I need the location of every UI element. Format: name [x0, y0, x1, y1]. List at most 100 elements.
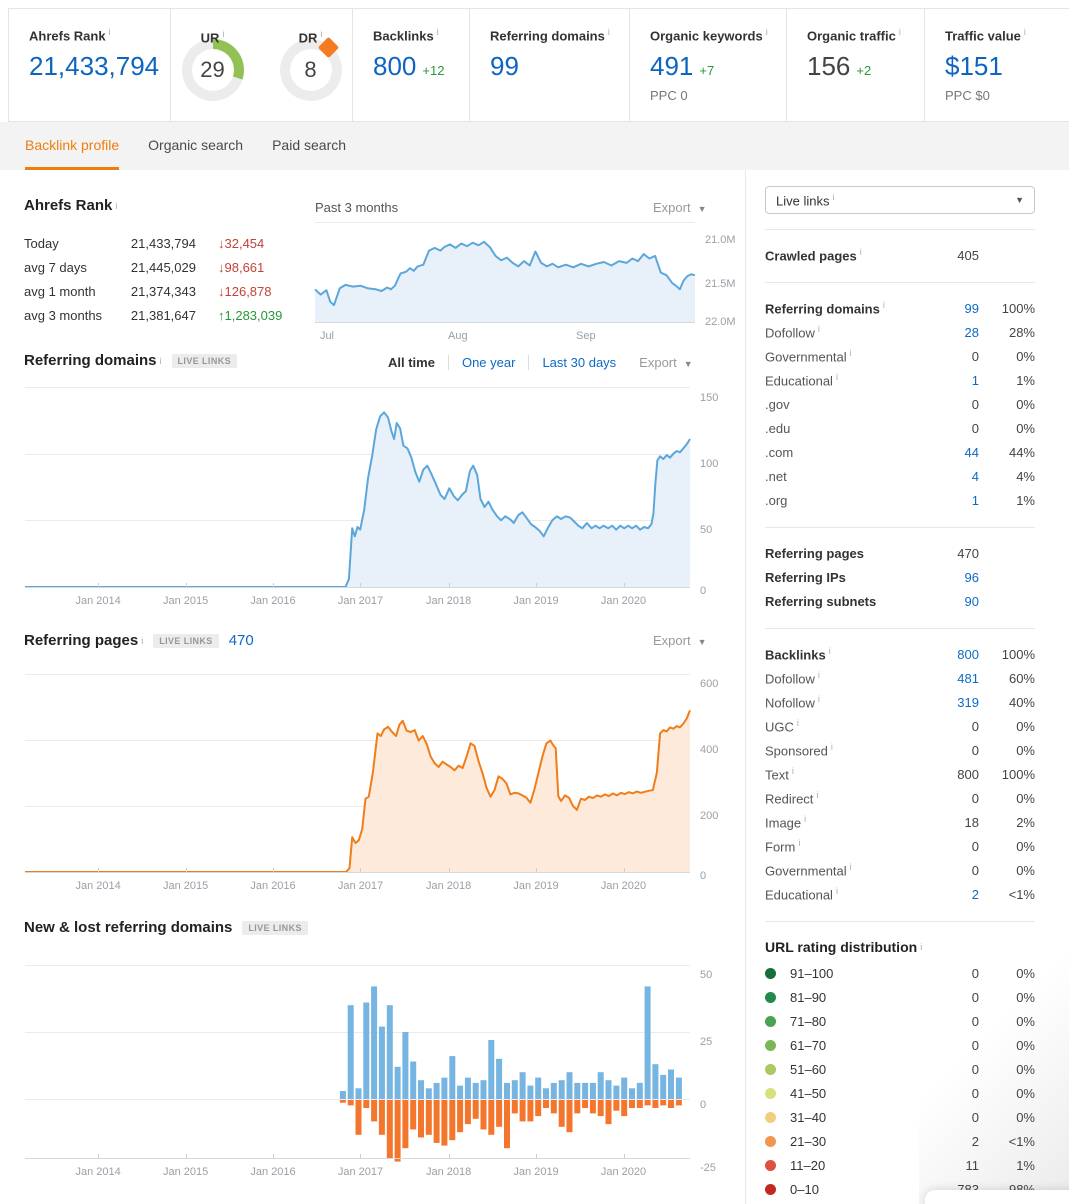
tab-backlink-profile[interactable]: Backlink profile [25, 122, 120, 170]
stat-value[interactable]: 319 [957, 694, 979, 710]
info-icon[interactable]: i [115, 200, 118, 211]
stat-card-organic-keywords: Organic keywords i 491 +7 PPC 0 [630, 9, 787, 121]
range-one-year[interactable]: One year [461, 355, 516, 370]
live-links-badge: LIVE LINKS [242, 920, 308, 935]
info-icon[interactable]: i [816, 789, 819, 800]
stat-value[interactable]: 4 [971, 468, 979, 484]
stat-value: 0 [971, 862, 979, 878]
info-icon[interactable]: i [320, 28, 323, 39]
info-icon[interactable]: i [898, 27, 901, 37]
info-icon[interactable]: i [436, 27, 439, 37]
rating-dot-icon [765, 967, 776, 979]
info-icon[interactable]: i [920, 942, 923, 952]
info-icon[interactable]: i [141, 635, 144, 646]
info-icon[interactable]: i [798, 837, 801, 848]
stat-value[interactable]: 99 [964, 300, 979, 316]
stat-value[interactable]: 2 [971, 886, 979, 902]
stat-value[interactable]: 90 [964, 593, 979, 609]
info-icon[interactable]: i [796, 717, 799, 728]
refdomains-export-button[interactable]: Export ▼ [639, 355, 693, 370]
sidebar-stat-row: Referring domains i 99 100% [765, 299, 1035, 317]
stat-value[interactable]: 1 [971, 372, 979, 388]
referring-domains-value[interactable]: 99 [490, 51, 519, 82]
stat-value[interactable]: 800 [957, 646, 979, 662]
stat-label: Organic traffic [807, 28, 896, 44]
url-rating-row: 41–50 0 0% [765, 1081, 1035, 1105]
live-links-filter-select[interactable]: Live links i ▼ [765, 186, 1035, 214]
sidebar-stat-row: Dofollow i 28 28% [765, 323, 1035, 341]
sidebar-stat-groups: Crawled pages i 405 Referring domains i 99 100… [765, 229, 1035, 906]
dr-label: DR [298, 30, 318, 46]
info-icon[interactable]: i [830, 741, 833, 752]
ur-value: 29 [200, 57, 225, 83]
backlinks-value[interactable]: 800 [373, 51, 417, 82]
range-last-30-days[interactable]: Last 30 days [542, 355, 617, 370]
stat-value[interactable]: 28 [964, 324, 979, 340]
info-icon[interactable]: i [108, 27, 111, 37]
info-icon[interactable]: i [1023, 27, 1026, 37]
stat-value: 18 [964, 814, 979, 830]
stat-value[interactable]: 1 [971, 492, 979, 508]
rating-dot-icon [765, 1063, 776, 1075]
info-icon[interactable]: i [817, 323, 820, 334]
tab-organic-search[interactable]: Organic search [148, 136, 244, 153]
stat-value[interactable]: 96 [964, 569, 979, 585]
chevron-down-icon: ▼ [683, 359, 693, 369]
url-rating-distribution: 91–100 0 0% 81–90 0 0% 71–80 0 0% 61–70 0 0% 51–60 0 0… [765, 961, 1035, 1201]
info-icon[interactable]: i [835, 885, 838, 896]
rank-row: Today 21,433,794 ↓32,454 [24, 235, 265, 251]
info-icon[interactable]: i [765, 27, 768, 37]
refpages-export-button[interactable]: Export ▼ [653, 633, 707, 648]
url-rating-row: 31–40 0 0% [765, 1105, 1035, 1129]
info-icon[interactable]: i [791, 765, 794, 776]
stat-label: Referring domains [490, 28, 605, 44]
sidebar-stat-row: Sponsored i 0 0% [765, 741, 1035, 759]
url-rating-row: 71–80 0 0% [765, 1009, 1035, 1033]
stat-value[interactable]: 44 [964, 444, 979, 460]
sidebar-stat-row: Governmental i 0 0% [765, 347, 1035, 365]
organic-keywords-value[interactable]: 491 [650, 51, 694, 82]
url-rating-row: 51–60 0 0% [765, 1057, 1035, 1081]
organic-traffic-delta: +2 [856, 63, 872, 79]
info-icon[interactable]: i [859, 246, 862, 257]
ahrefs-rank-value: 21,433,794 [29, 51, 160, 82]
info-icon[interactable]: i [817, 669, 820, 680]
stats-header: Ahrefs Rank i 21,433,794 UR i 29 DR i 8 Bac… [8, 8, 1069, 122]
ur-ring: 29 [181, 39, 244, 102]
stat-value[interactable]: 481 [957, 670, 979, 686]
info-icon[interactable]: i [804, 813, 807, 824]
stat-value: 405 [957, 247, 979, 263]
stat-card-backlinks: Backlinks i 800 +12 [353, 9, 470, 121]
url-rating-row: 61–70 0 0% [765, 1033, 1035, 1057]
tab-bar: Backlink profile Organic search Paid sea… [0, 122, 1069, 170]
sidebar-stat-row: Backlinks i 800 100% [765, 645, 1035, 663]
info-icon[interactable]: i [159, 355, 162, 366]
stat-value: 0 [971, 348, 979, 364]
referring-pages-count[interactable]: 470 [228, 632, 254, 649]
stat-card-ur-dr: UR i 29 DR i 8 [171, 9, 353, 121]
range-all-time[interactable]: All time [388, 355, 435, 370]
info-icon[interactable]: i [828, 645, 831, 656]
content-divider [745, 170, 746, 1204]
info-icon[interactable]: i [607, 27, 610, 37]
rating-dot-icon [765, 1039, 776, 1051]
rating-dot-icon [765, 991, 776, 1003]
tab-paid-search[interactable]: Paid search [272, 136, 347, 153]
stat-card-referring-domains: Referring domains i 99 [470, 9, 630, 121]
info-icon[interactable]: i [882, 299, 885, 310]
dr-gauge: DR i 8 [279, 28, 342, 102]
sidebar-stat-row: Educational i 2 <1% [765, 885, 1035, 903]
new-lost-referring-domains-chart: 50 25 0 -25 Jan 2014 Jan 2015 Jan 2016 Jan 2017… [25, 958, 716, 1178]
referring-domains-section-title: Referring domains i LIVE LINKS [24, 352, 238, 369]
sidebar-stat-row: Referring subnets 90 [765, 593, 979, 609]
rank-export-button[interactable]: Export ▼ [653, 200, 707, 215]
chat-widget[interactable] [925, 1190, 1069, 1204]
info-icon[interactable]: i [222, 28, 225, 39]
sidebar-stat-row: Governmental i 0 0% [765, 861, 1035, 879]
info-icon[interactable]: i [817, 693, 820, 704]
info-icon[interactable]: i [849, 347, 852, 358]
info-icon[interactable]: i [835, 371, 838, 382]
info-icon[interactable]: i [849, 861, 852, 872]
organic-keywords-ppc: PPC 0 [650, 88, 688, 104]
ahrefs-rank-table: Today 21,433,794 ↓32,454 avg 7 days 21,445,0… [24, 231, 294, 327]
